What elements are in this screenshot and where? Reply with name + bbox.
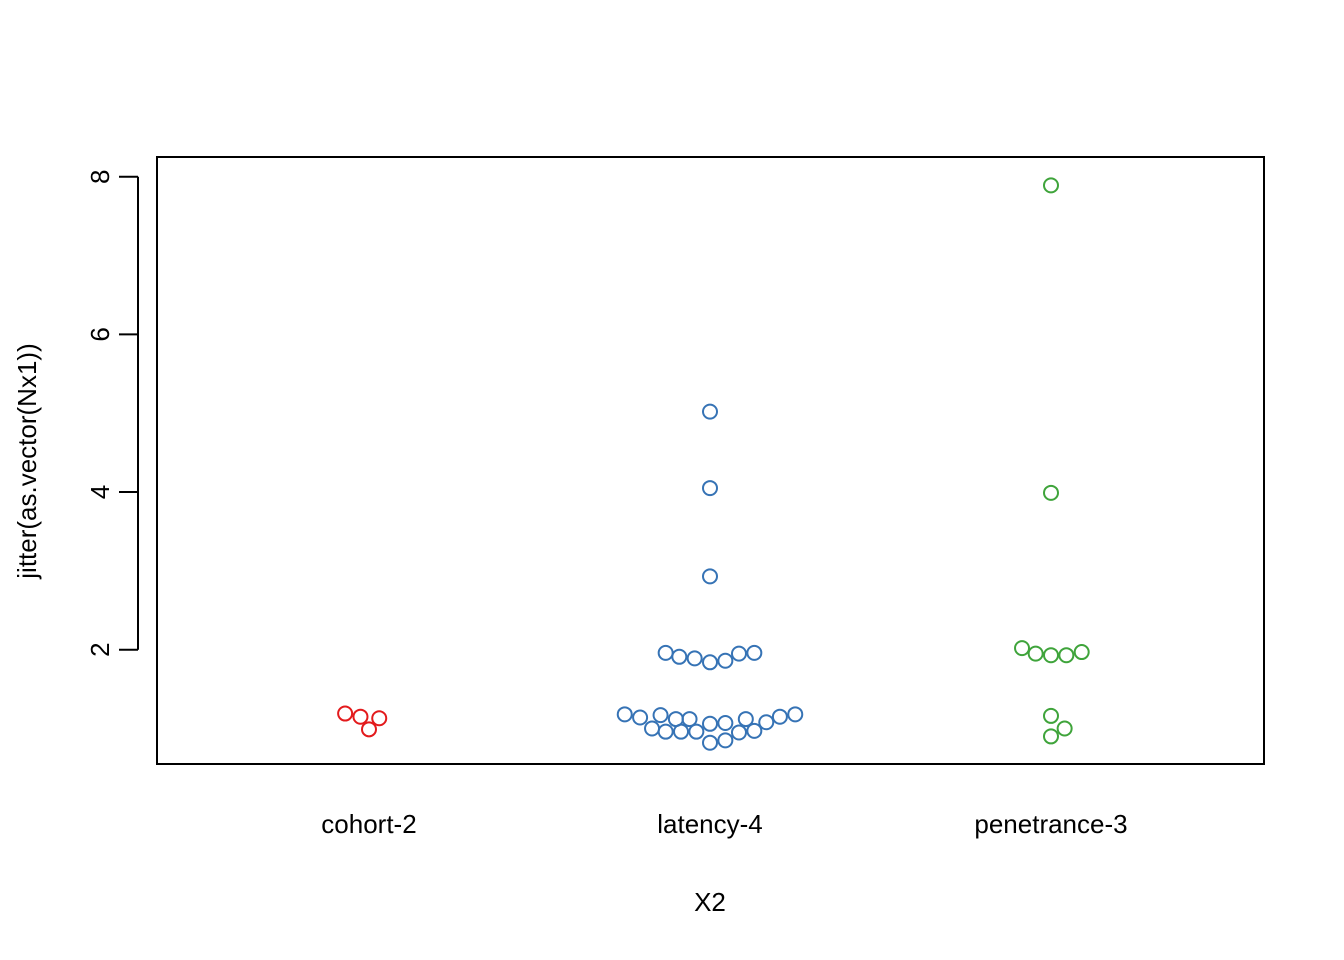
data-point-penetrance-3 (1073, 644, 1090, 661)
data-point-latency-4 (671, 648, 688, 665)
plot-frame (156, 156, 1265, 765)
data-point-latency-4 (702, 734, 718, 751)
y-tick-label: 6 (85, 327, 115, 341)
y-tick-label: 2 (85, 642, 115, 656)
data-point-penetrance-3 (1043, 728, 1059, 745)
data-point-latency-4 (737, 711, 754, 728)
y-axis: 2 4 6 8 (85, 169, 139, 657)
y-axis-title: jitter(as.vector(Nx1)) (12, 343, 42, 579)
data-point-penetrance-3 (1043, 647, 1059, 664)
y-tick-label: 8 (85, 169, 115, 183)
data-point-latency-4 (787, 706, 804, 723)
x-category-label: cohort-2 (321, 809, 416, 839)
data-point-latency-4 (717, 732, 734, 749)
data-point-latency-4 (681, 711, 698, 728)
data-point-latency-4 (688, 723, 705, 740)
data-point-latency-4 (644, 720, 661, 737)
data-point-penetrance-3 (1056, 720, 1073, 737)
data-point-cohort-2 (337, 705, 354, 722)
data-point-latency-4 (702, 568, 718, 585)
data-point-latency-4 (730, 724, 747, 741)
data-point-latency-4 (616, 706, 633, 723)
data-point-cohort-2 (371, 710, 388, 727)
data-point-latency-4 (686, 650, 703, 667)
data-point-latency-4 (746, 644, 763, 661)
data-point-penetrance-3 (1058, 647, 1075, 664)
data-point-latency-4 (717, 715, 734, 732)
data-point-penetrance-3 (1043, 484, 1059, 501)
data-point-latency-4 (657, 644, 674, 661)
data-point-latency-4 (702, 403, 718, 420)
data-point-cohort-2 (352, 708, 369, 725)
data-point-latency-4 (746, 722, 763, 739)
data-points (337, 177, 1090, 751)
data-point-latency-4 (702, 715, 718, 732)
x-category-label: latency-4 (657, 809, 763, 839)
data-point-latency-4 (632, 709, 649, 726)
data-point-cohort-2 (361, 721, 377, 738)
data-point-penetrance-3 (1043, 707, 1059, 724)
data-point-penetrance-3 (1043, 177, 1059, 194)
y-tick-label: 4 (85, 485, 115, 499)
data-point-latency-4 (702, 654, 718, 671)
data-point-latency-4 (652, 707, 669, 724)
data-point-latency-4 (702, 480, 718, 497)
data-point-penetrance-3 (1014, 640, 1031, 657)
data-point-latency-4 (657, 723, 674, 740)
data-point-latency-4 (758, 714, 775, 731)
x-axis-category-labels: cohort-2 latency-4 penetrance-3 (321, 809, 1127, 839)
data-point-latency-4 (717, 652, 734, 669)
x-category-label: penetrance-3 (974, 809, 1127, 839)
data-point-latency-4 (730, 645, 747, 662)
x-axis-title: X2 (694, 887, 726, 917)
data-point-latency-4 (771, 708, 788, 725)
data-point-penetrance-3 (1027, 645, 1044, 662)
data-point-latency-4 (673, 723, 690, 740)
